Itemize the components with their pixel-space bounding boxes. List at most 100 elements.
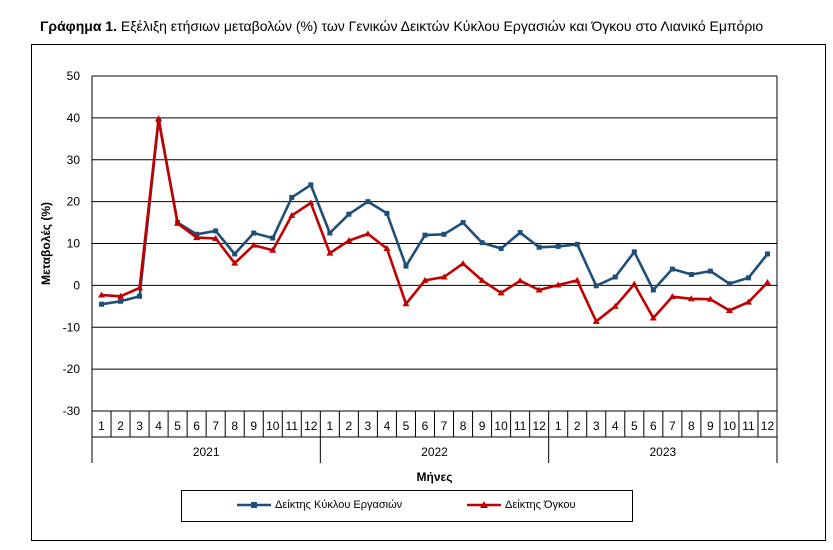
x-tick-label: 7 xyxy=(441,419,448,433)
x-tick-label: 11 xyxy=(514,419,527,433)
x-tick-label: 1 xyxy=(327,419,334,433)
data-point-volume xyxy=(117,292,125,299)
legend-swatch-volume xyxy=(467,501,501,508)
data-point-volume xyxy=(687,295,695,302)
data-point-volume xyxy=(193,234,201,241)
data-point-volume xyxy=(744,298,752,305)
x-tick-label: 6 xyxy=(422,419,429,433)
x-tick-label: 7 xyxy=(669,419,676,433)
x-tick-label: 7 xyxy=(212,419,219,433)
data-point-volume xyxy=(212,234,220,241)
data-point-volume xyxy=(98,291,106,298)
data-point-turnover xyxy=(764,251,770,257)
series-line-turnover xyxy=(101,118,769,306)
x-tick-label: 3 xyxy=(593,419,600,433)
data-point-turnover xyxy=(536,244,542,250)
data-point-volume xyxy=(649,314,657,321)
x-tick-label: 4 xyxy=(384,419,391,433)
data-point-turnover xyxy=(726,281,732,287)
data-point-volume xyxy=(763,278,771,285)
data-point-volume xyxy=(136,284,144,291)
data-point-volume xyxy=(155,115,163,122)
x-tick-label: 5 xyxy=(174,419,181,433)
x-tick-label: 4 xyxy=(612,419,619,433)
data-point-turnover xyxy=(346,211,352,217)
legend: Δείκτης Κύκλου Εργασιών Δείκτης Όγκου xyxy=(181,490,633,522)
data-point-volume xyxy=(535,286,543,293)
data-point-turnover xyxy=(707,268,713,274)
chart-frame xyxy=(31,44,826,541)
x-tick-label: 10 xyxy=(494,419,508,433)
data-point-volume xyxy=(250,241,258,248)
year-label: 2021 xyxy=(193,445,220,459)
x-tick-label: 2 xyxy=(574,419,581,433)
y-tick-label: 40 xyxy=(67,111,81,125)
x-tick-label: 8 xyxy=(231,419,238,433)
x-tick-label: 5 xyxy=(403,419,410,433)
data-point-volume xyxy=(383,245,391,252)
data-point-turnover xyxy=(99,301,105,307)
data-point-volume xyxy=(269,246,277,253)
data-point-turnover xyxy=(232,251,238,257)
y-tick-label: -20 xyxy=(63,362,81,376)
data-point-volume xyxy=(706,295,714,302)
data-point-turnover xyxy=(650,287,656,293)
data-point-volume xyxy=(402,300,410,307)
data-point-turnover xyxy=(213,228,219,234)
data-point-turnover xyxy=(517,230,523,236)
data-point-volume xyxy=(554,281,562,288)
data-point-volume xyxy=(174,219,182,226)
data-point-volume xyxy=(459,260,467,267)
data-point-turnover xyxy=(745,275,751,281)
data-point-volume xyxy=(345,237,353,244)
data-point-volume xyxy=(364,230,372,237)
data-point-turnover xyxy=(555,243,561,249)
x-tick-label: 3 xyxy=(365,419,372,433)
x-tick-label: 9 xyxy=(479,419,486,433)
data-point-volume xyxy=(307,199,315,206)
data-point-turnover xyxy=(118,298,124,304)
chart-title-bold: Γράφημα 1. xyxy=(40,18,117,34)
data-point-turnover xyxy=(593,283,599,289)
legend-label-turnover: Δείκτης Κύκλου Εργασιών xyxy=(275,499,403,511)
data-point-volume xyxy=(592,317,600,324)
x-tick-label: 12 xyxy=(304,419,318,433)
data-point-turnover xyxy=(289,194,295,200)
x-tick-label: 8 xyxy=(460,419,467,433)
y-tick-label: 10 xyxy=(67,237,81,251)
x-tick-label: 11 xyxy=(286,419,299,433)
x-tick-label: 11 xyxy=(742,419,755,433)
data-point-volume xyxy=(231,259,239,266)
year-label: 2022 xyxy=(421,445,448,459)
data-point-volume xyxy=(440,273,448,280)
x-tick-label: 5 xyxy=(631,419,638,433)
x-tick-label: 1 xyxy=(98,419,105,433)
x-tick-label: 2 xyxy=(346,419,353,433)
data-point-turnover xyxy=(479,240,485,246)
data-point-turnover xyxy=(365,199,371,205)
data-point-turnover xyxy=(137,293,143,299)
data-point-volume xyxy=(611,302,619,309)
data-point-volume xyxy=(326,249,334,256)
data-point-volume xyxy=(478,276,486,283)
data-point-turnover xyxy=(688,271,694,277)
x-tick-label: 2 xyxy=(117,419,124,433)
data-point-turnover xyxy=(327,230,333,236)
x-tick-label: 9 xyxy=(707,419,714,433)
x-tick-label: 10 xyxy=(266,419,280,433)
y-tick-label: 0 xyxy=(73,278,80,292)
series-line-volume xyxy=(101,117,769,323)
x-tick-label: 1 xyxy=(555,419,562,433)
year-label: 2023 xyxy=(649,445,676,459)
x-tick-label: 6 xyxy=(193,419,200,433)
y-tick-label: -10 xyxy=(63,320,81,334)
data-point-turnover xyxy=(403,263,409,269)
chart-title-text: Εξέλιξη ετήσιων μεταβολών (%) των Γενικώ… xyxy=(117,18,764,34)
data-point-turnover xyxy=(251,230,257,236)
x-tick-label: 9 xyxy=(250,419,257,433)
chart-title: Γράφημα 1. Εξέλιξη ετήσιων μεταβολών (%)… xyxy=(40,18,763,34)
x-axis-title: Μήνες xyxy=(417,470,453,484)
data-point-volume xyxy=(630,280,638,287)
legend-swatch-turnover xyxy=(237,502,271,508)
